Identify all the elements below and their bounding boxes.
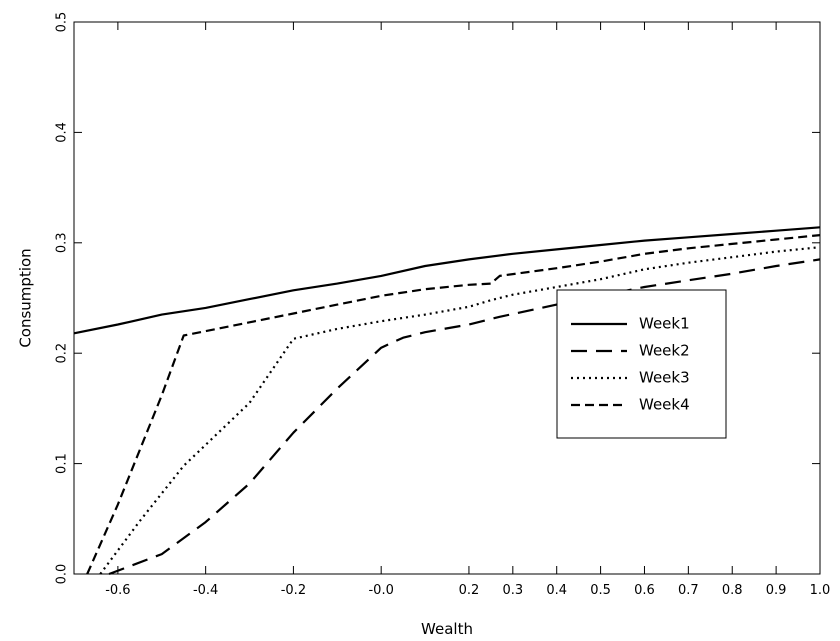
y-tick-label: 0.1	[55, 453, 70, 474]
plot-frame	[73, 21, 821, 575]
y-tick-label: 0.2	[55, 343, 70, 364]
x-tick-label: -0.0	[368, 583, 393, 598]
ticks-layer: -0.6 -0.4 -0.2 -0.0 0.2 0.3 0.4 0.5 0.6 0.7 0.8 0.9…	[55, 12, 831, 598]
x-tick-label: 0.9	[766, 583, 787, 598]
x-tick-label: 1.0	[810, 583, 831, 598]
y-tick-label: 0.0	[55, 564, 70, 585]
y-tick-label: 0.3	[55, 232, 70, 253]
y-axis-label: Consumption	[17, 248, 35, 347]
x-tick-label: 0.5	[590, 583, 611, 598]
legend-label-week1: Week1	[639, 315, 690, 333]
x-tick-label: 0.4	[546, 583, 567, 598]
series-line-week1	[73, 226, 821, 335]
x-tick-label: 0.8	[722, 583, 743, 598]
x-tick-label: 0.7	[678, 583, 699, 598]
series-line-week2	[108, 258, 821, 576]
legend-label-week2: Week2	[639, 342, 690, 360]
x-axis-label: Wealth	[421, 620, 473, 638]
x-tick-label: 0.6	[634, 583, 655, 598]
series-line-week3	[99, 246, 821, 575]
y-tick-label: 0.4	[55, 122, 70, 143]
x-tick-label: -0.4	[193, 583, 218, 598]
legend-box	[556, 289, 727, 439]
x-tick-label: -0.6	[105, 583, 130, 598]
legend-label-week3: Week3	[639, 369, 690, 387]
legend: Week1 Week2 Week3 Week4	[556, 289, 727, 439]
x-tick-label: -0.2	[281, 583, 306, 598]
legend-label-week4: Week4	[639, 396, 690, 414]
series-layer	[73, 226, 821, 576]
y-tick-label: 0.5	[55, 12, 70, 33]
x-tick-label: 0.2	[459, 583, 480, 598]
series-line-week4	[86, 234, 821, 575]
x-tick-label: 0.3	[502, 583, 523, 598]
